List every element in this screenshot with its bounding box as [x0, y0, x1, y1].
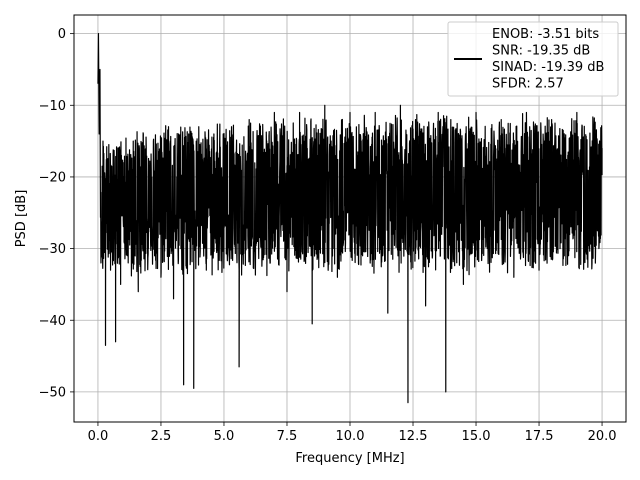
x-tick-label: 17.5 — [525, 429, 554, 444]
legend: ENOB: -3.51 bits SNR: -19.35 dB SINAD: -… — [447, 21, 619, 97]
x-tick-label: 12.5 — [399, 429, 428, 444]
x-axis-label: Frequency [MHz] — [295, 451, 404, 466]
axis-ticks: 0.0 2.5 5.0 7.5 10.0 12.5 15.0 17.5 20.0 0 −10 −20 −… — [39, 27, 617, 444]
x-tick-label: 20.0 — [588, 429, 617, 444]
x-tick-label: 10.0 — [336, 429, 365, 444]
legend-snr: SNR: -19.35 dB — [492, 44, 590, 59]
plot-area — [97, 33, 603, 404]
psd-series-line — [97, 33, 603, 404]
legend-sinad: SINAD: -19.39 dB — [492, 60, 604, 75]
x-tick-label: 5.0 — [214, 429, 235, 444]
legend-enob: ENOB: -3.51 bits — [492, 27, 599, 42]
x-tick-label: 0.0 — [88, 429, 109, 444]
y-tick-label: −40 — [39, 314, 66, 329]
y-tick-label: 0 — [58, 27, 66, 42]
x-tick-label: 2.5 — [151, 429, 172, 444]
y-axis-label: PSD [dB] — [14, 190, 29, 248]
legend-sfdr: SFDR: 2.57 — [492, 77, 564, 92]
x-tick-label: 15.0 — [462, 429, 491, 444]
y-tick-label: −20 — [39, 170, 66, 185]
legend-box — [447, 21, 619, 97]
y-tick-label: −30 — [39, 242, 66, 257]
y-tick-label: −50 — [39, 385, 66, 400]
x-tick-label: 7.5 — [277, 429, 298, 444]
y-tick-label: −10 — [39, 99, 66, 114]
